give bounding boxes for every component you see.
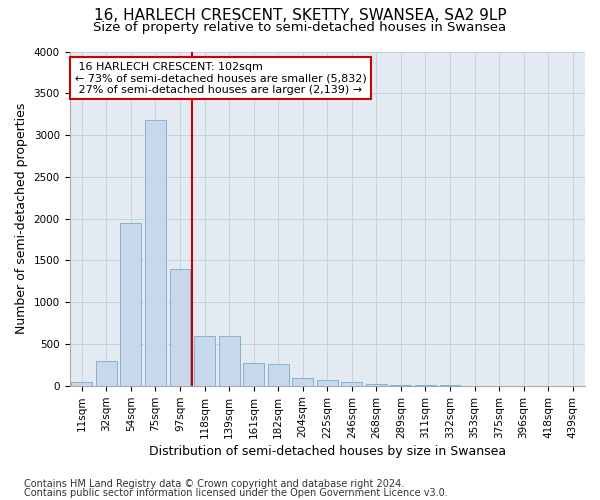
Y-axis label: Number of semi-detached properties: Number of semi-detached properties [15,103,28,334]
Bar [194,336,215,386]
Text: 16 HARLECH CRESCENT: 102sqm
← 73% of semi-detached houses are smaller (5,832)
 2: 16 HARLECH CRESCENT: 102sqm ← 73% of sem… [74,62,367,94]
Bar [71,382,92,386]
Bar [268,364,289,386]
Text: Contains HM Land Registry data © Crown copyright and database right 2024.: Contains HM Land Registry data © Crown c… [24,479,404,489]
Text: 16, HARLECH CRESCENT, SKETTY, SWANSEA, SA2 9LP: 16, HARLECH CRESCENT, SKETTY, SWANSEA, S… [94,8,506,22]
Bar [243,363,264,386]
Bar [145,120,166,386]
Bar [317,380,338,386]
Bar [170,268,190,386]
Bar [391,385,412,386]
Bar [96,360,117,386]
Bar [366,384,387,386]
Bar [121,223,142,386]
Bar [292,378,313,386]
Bar [341,382,362,386]
X-axis label: Distribution of semi-detached houses by size in Swansea: Distribution of semi-detached houses by … [149,444,506,458]
Text: Contains public sector information licensed under the Open Government Licence v3: Contains public sector information licen… [24,488,448,498]
Text: Size of property relative to semi-detached houses in Swansea: Size of property relative to semi-detach… [94,21,506,34]
Bar [218,336,239,386]
